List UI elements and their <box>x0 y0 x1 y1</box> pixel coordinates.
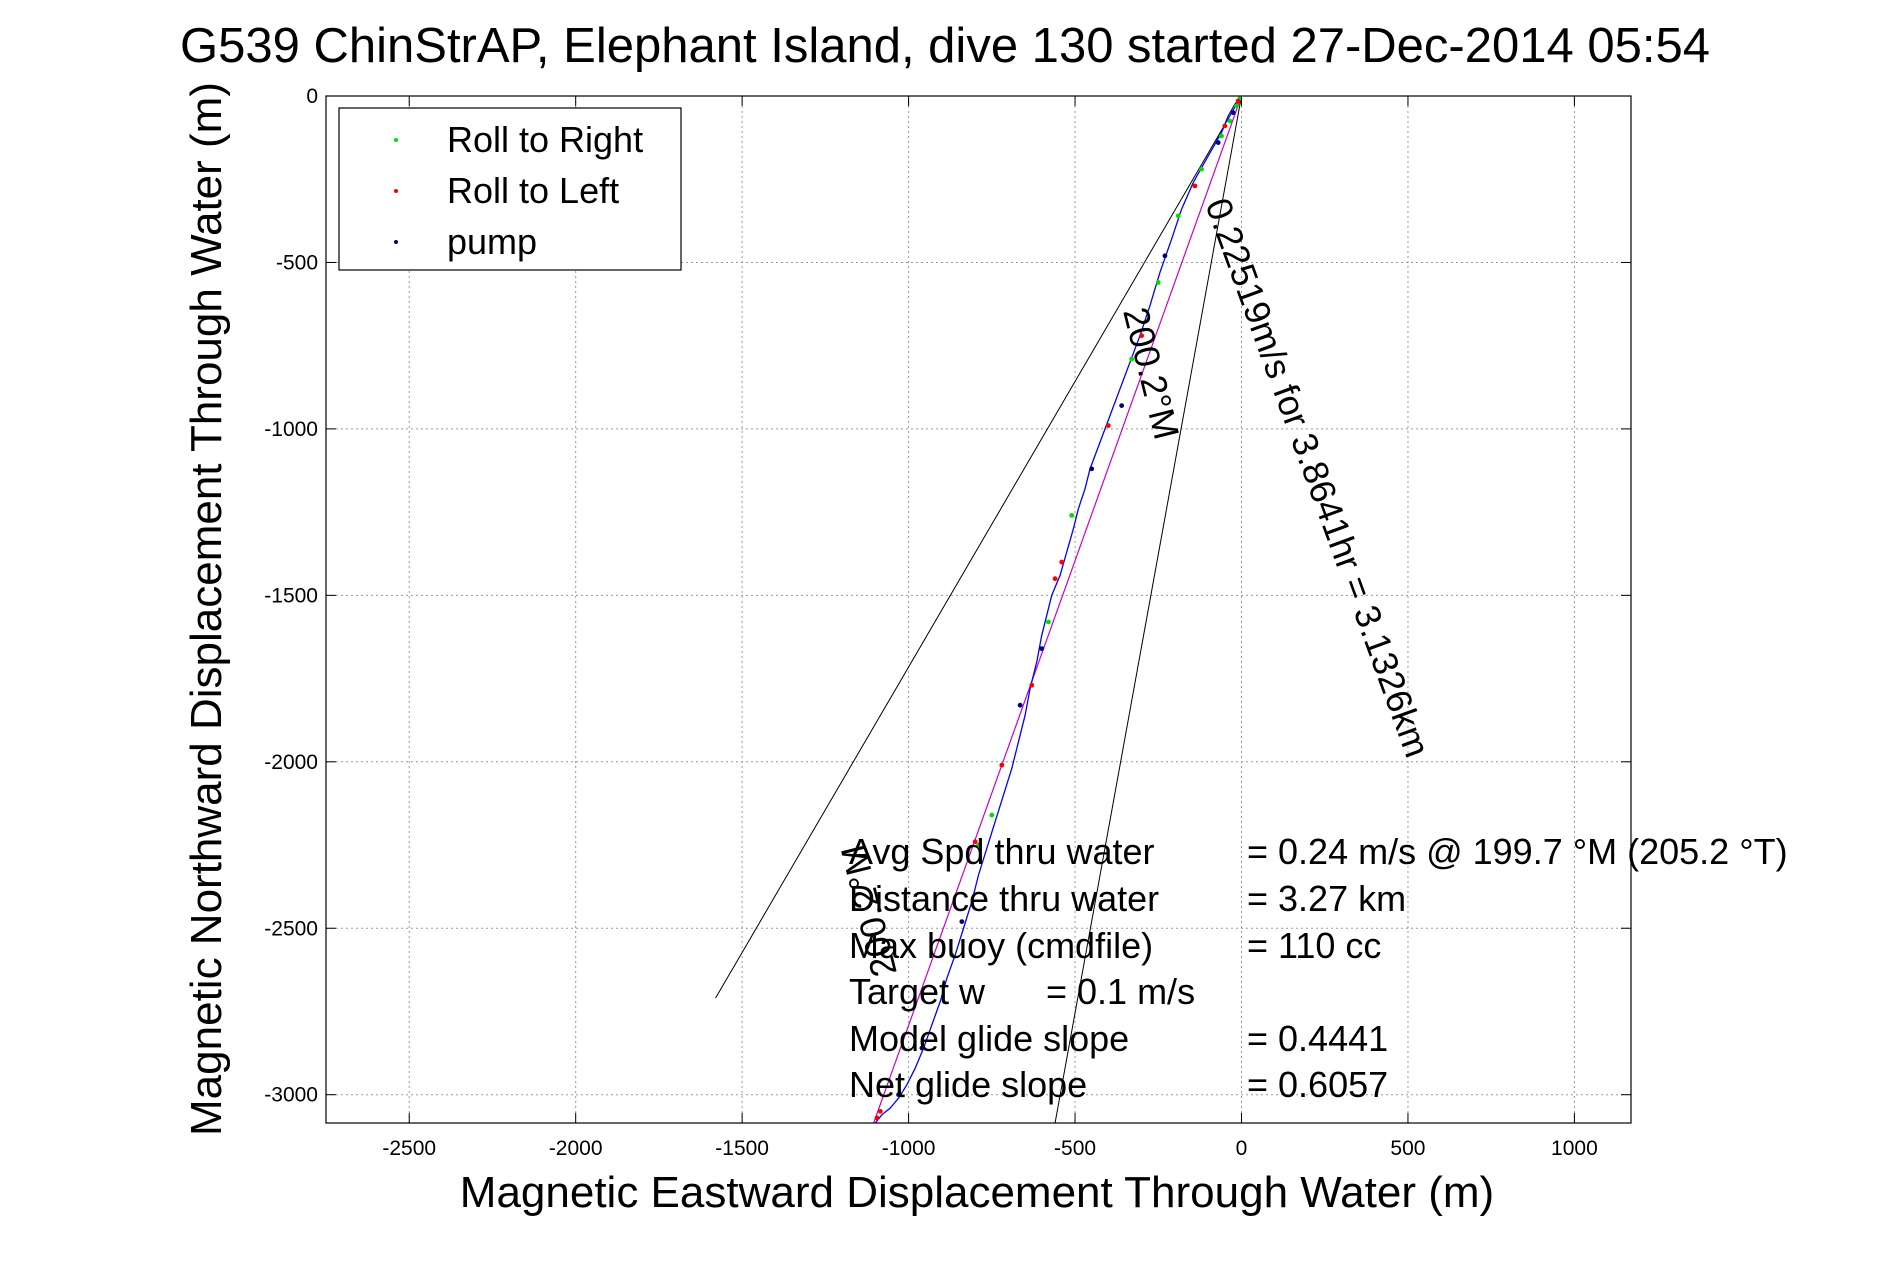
stat-label: Max buoy (cmdfile) <box>849 925 1153 966</box>
stat-value: = 0.24 m/s @ 199.7 °M (205.2 °T) <box>1247 831 1788 872</box>
chart-title: G539 ChinStrAP, Elephant Island, dive 13… <box>180 19 1710 73</box>
legend-marker-roll-right <box>394 138 398 142</box>
x-axis-label: Magnetic Eastward Displacement Through W… <box>460 1168 1494 1217</box>
x-tick-label: -1000 <box>882 1137 936 1160</box>
roll-left-point <box>999 762 1005 768</box>
cone-lines <box>715 95 1242 1124</box>
roll-left-point <box>1059 559 1065 565</box>
stat-value: = 0.6057 <box>1247 1064 1388 1105</box>
roll-right-point <box>1234 103 1239 109</box>
pump-point <box>1230 110 1236 116</box>
roll-left-point <box>874 1115 880 1121</box>
roll-left-point <box>1192 183 1198 189</box>
stats-block: Avg Spd thru water = 0.24 m/s @ 199.7 °M… <box>849 831 1788 1105</box>
pump-point <box>1215 140 1221 146</box>
legend: Roll to Right Roll to Left pump <box>338 107 682 271</box>
y-tick-label: -3000 <box>264 1084 318 1107</box>
pump-point <box>919 1045 925 1051</box>
stat-value: = 110 cc <box>1247 925 1381 966</box>
legend-label: Roll to Right <box>447 119 643 160</box>
roll-left-point <box>1139 333 1145 339</box>
roll-right-point <box>1175 213 1181 219</box>
roll-right-point <box>1069 513 1075 518</box>
pump-point <box>1089 466 1095 472</box>
x-tick-label: 0 <box>1236 1137 1248 1160</box>
roll-right-point <box>1199 166 1204 172</box>
roll-left-point <box>1052 576 1058 582</box>
pump-point <box>1039 646 1045 652</box>
roll-right-point <box>1227 118 1233 124</box>
stat-label: Target w <box>849 971 986 1012</box>
roll-right-point <box>989 812 995 818</box>
y-tick-label: -1500 <box>264 584 318 607</box>
pump-point <box>896 1092 902 1098</box>
roll-right-point <box>1046 619 1051 625</box>
y-tick-labels: 0 -500 -1000 -1500 -2000 -2500 -3000 <box>264 85 318 1107</box>
x-tick-label: -2500 <box>382 1137 436 1160</box>
roll-left-point <box>972 839 978 845</box>
legend-marker-roll-left <box>394 189 398 193</box>
x-tick-label: 1000 <box>1551 1137 1598 1160</box>
roll-left-point <box>1105 423 1111 428</box>
stat-value: = 0.4441 <box>1247 1018 1388 1059</box>
x-tick-labels: -2500 -2000 -1500 -1000 -500 0 500 1000 <box>382 1137 1597 1160</box>
y-tick-label: 0 <box>306 85 318 108</box>
pump-point <box>959 919 965 924</box>
x-tick-label: -1500 <box>715 1137 769 1160</box>
roll-right-point <box>1155 280 1161 285</box>
legend-marker-pump <box>394 240 398 244</box>
roll-right-point <box>1219 133 1224 139</box>
stat-value: = 0.1 m/s <box>1046 971 1195 1012</box>
roll-left-point <box>1235 98 1241 104</box>
stat-label: Avg Spd thru water <box>849 831 1155 872</box>
stat-value: = 3.27 km <box>1247 878 1406 919</box>
roll-left-point <box>877 1108 883 1114</box>
pump-point <box>1162 253 1168 259</box>
axis-ticks <box>326 95 1631 1123</box>
roll-right-point <box>976 842 981 848</box>
x-tick-label: 500 <box>1390 1137 1425 1160</box>
pump-point <box>1017 702 1023 708</box>
stat-label: Model glide slope <box>849 1018 1129 1059</box>
marker-points <box>874 96 1243 1121</box>
x-tick-label: -500 <box>1054 1137 1096 1160</box>
cone-line <box>1054 95 1242 1124</box>
course-line <box>873 95 1243 1124</box>
y-tick-label: -2000 <box>264 751 318 774</box>
legend-label: pump <box>447 221 537 262</box>
legend-label: Roll to Left <box>447 170 619 211</box>
cone-line <box>715 95 1242 999</box>
y-tick-label: -2500 <box>264 917 318 940</box>
stat-label: Distance thru water <box>849 878 1159 919</box>
roll-right-point <box>1129 356 1135 362</box>
roll-left-point <box>1222 123 1228 129</box>
stat-label: Net glide slope <box>849 1064 1087 1105</box>
x-tick-label: -2000 <box>549 1137 603 1160</box>
y-tick-label: -1000 <box>264 418 318 441</box>
course-segment <box>873 95 1243 1124</box>
roll-right-point <box>949 952 955 958</box>
y-tick-label: -500 <box>276 251 318 274</box>
y-axis-label: Magnetic Northward Displacement Through … <box>182 82 231 1136</box>
roll-left-point <box>1029 682 1035 688</box>
pump-point <box>1119 403 1125 408</box>
plot-frame <box>325 95 1632 1124</box>
